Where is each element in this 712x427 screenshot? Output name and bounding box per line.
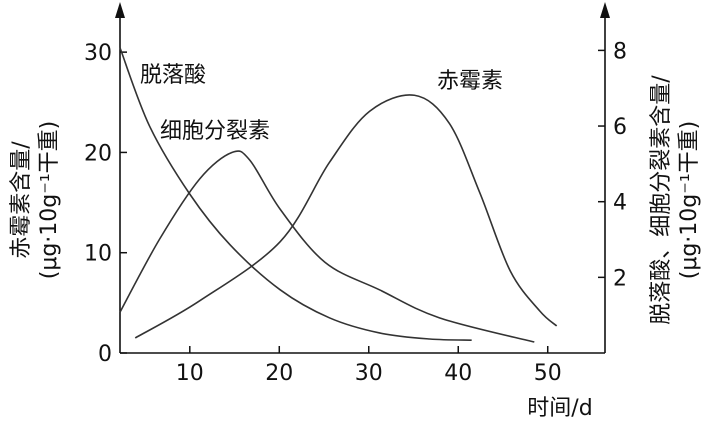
y2-tick-label: 2	[613, 266, 627, 291]
x-tick-label: 20	[265, 361, 293, 386]
y-axis-label: 赤霉素含量/	[9, 141, 34, 259]
y-axis-label: (μg·10g⁻¹干重)	[37, 121, 62, 280]
y-tick-label: 10	[84, 242, 112, 267]
line	[134, 94, 558, 339]
x-tick-label: 40	[444, 361, 472, 386]
x-tick-label: 10	[176, 361, 204, 386]
y2-tick-label: 6	[613, 115, 627, 140]
x-tick-label: 50	[534, 361, 562, 386]
y-tick-label: 20	[84, 141, 112, 166]
arrow	[600, 2, 610, 18]
series-label: 脱落酸	[140, 63, 206, 88]
y-tick-label: 30	[84, 41, 112, 66]
y2-axis-label: 脱落酸、细胞分裂素含量/	[649, 75, 674, 325]
arrow	[115, 2, 125, 18]
x-tick-label: 30	[355, 361, 383, 386]
y2-tick-label: 4	[613, 191, 627, 216]
y2-tick-label: 8	[613, 39, 627, 64]
y-tick-label: 0	[98, 342, 112, 367]
line	[119, 47, 472, 341]
series-label: 赤霉素	[437, 69, 503, 94]
series-label: 细胞分裂素	[160, 119, 270, 144]
line	[119, 150, 535, 343]
y2-axis-label: (μg·10g⁻¹干重)	[677, 121, 702, 280]
x-axis-label: 时间/d	[527, 396, 592, 421]
